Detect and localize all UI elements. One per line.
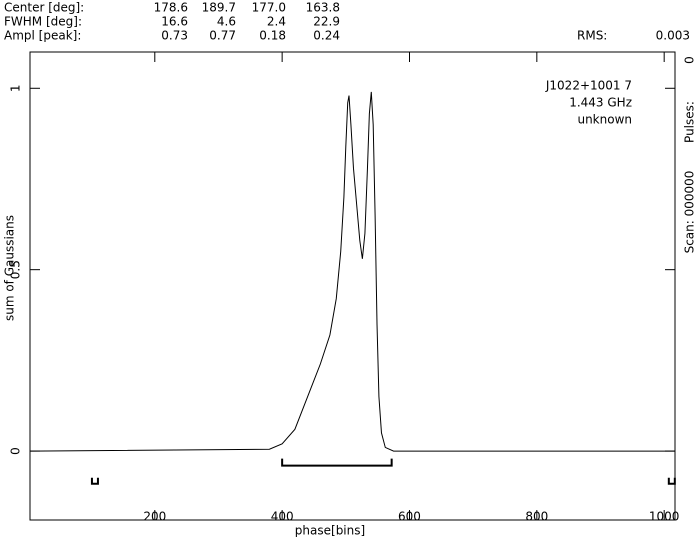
baseline-marker: [667, 477, 676, 485]
header-cell: 4.6: [217, 15, 236, 29]
header-cell: 0.77: [209, 29, 236, 43]
header-cell: FWHM [deg]:: [4, 15, 82, 29]
rms-value: 0.003: [656, 29, 690, 43]
side-label: 0: [683, 56, 697, 64]
annotation: 1.443 GHz: [569, 96, 632, 110]
header-cell: Ampl [peak]:: [4, 29, 81, 43]
x-tick-label: 800: [525, 510, 548, 524]
header-cell: 189.7: [202, 1, 236, 15]
baseline-marker: [90, 477, 99, 485]
header-cell: 22.9: [313, 15, 340, 29]
x-tick-label: 1000: [649, 510, 680, 524]
annotation: unknown: [577, 113, 632, 127]
annotation: J1022+1001 7: [545, 79, 632, 93]
header-cell: 0.24: [313, 29, 340, 43]
profile-line: [29, 91, 675, 452]
header-cell: 0.73: [161, 29, 188, 43]
x-tick-label: 400: [271, 510, 294, 524]
side-label: Scan: 000000: [683, 171, 697, 254]
header-cell: 178.6: [154, 1, 188, 15]
side-label: Pulses:: [683, 101, 697, 143]
header-cell: 2.4: [267, 15, 286, 29]
plot-frame: [29, 51, 676, 521]
y-tick-label: 1: [9, 84, 23, 92]
header-cell: 16.6: [161, 15, 188, 29]
header-cell: 177.0: [252, 1, 286, 15]
y-tick-label: 0: [9, 447, 23, 455]
rms-label: RMS:: [577, 29, 607, 43]
header-cell: 0.18: [259, 29, 286, 43]
x-tick-label: 600: [398, 510, 421, 524]
y-tick-label: 0.5: [9, 260, 23, 279]
x-tick-label: 200: [143, 510, 166, 524]
y-axis-label: sum of Gaussians: [3, 215, 17, 321]
on-pulse-bracket: [281, 458, 393, 467]
x-axis-label: phase[bins]: [295, 524, 365, 538]
header-cell: 163.8: [306, 1, 340, 15]
header-cell: Center [deg]:: [4, 1, 84, 15]
